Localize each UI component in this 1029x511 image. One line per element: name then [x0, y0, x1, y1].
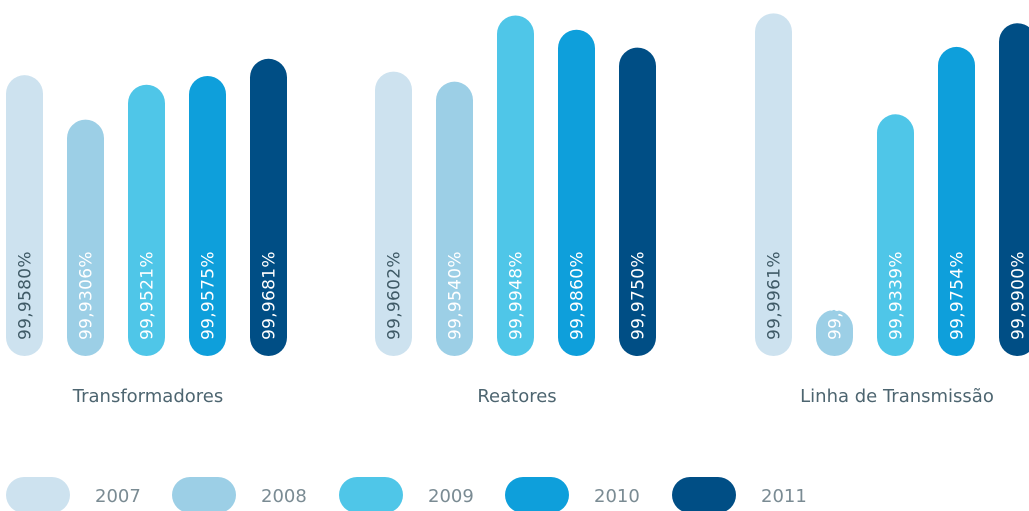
bar-linha-de-transmissao-2010: [938, 46, 975, 356]
bar-reatores-2011: [619, 47, 656, 357]
bar-value-label: 99,9948%: [507, 251, 527, 340]
bar-value-label: 99,9900%: [1009, 251, 1029, 340]
group-label-linha-de-transmissao: Linha de Transmissão: [800, 386, 994, 407]
bar-value-label: 99,9575%: [199, 251, 219, 340]
bar-linha-de-transmissao-2007: [755, 13, 792, 357]
group-label-transformadores: Transformadores: [72, 386, 223, 407]
bar-reatores-2008: [436, 81, 473, 356]
bars-layer: 99,9580% 99,9306% 99,9521% 99,9575% 99,9681%…: [6, 13, 1029, 357]
legend-label-2009: 2009: [428, 486, 474, 507]
bar-transformadores-2009: [128, 84, 165, 356]
bar-value-label: 99,9580%: [16, 251, 36, 340]
bar-reatores-2009: [497, 15, 534, 357]
bar-reatores-2010: [558, 29, 595, 356]
bar-value-label: 99,8134%: [826, 251, 846, 340]
bar-value-label: 99,9754%: [948, 251, 968, 340]
bar-value-label: 99,9750%: [629, 251, 649, 340]
legend-label-2011: 2011: [761, 486, 807, 507]
bar-value-label: 99,9860%: [568, 251, 588, 340]
bar-value-label: 99,9681%: [260, 251, 280, 340]
legend-swatch-2010: [505, 477, 569, 511]
bar-linha-de-transmissao-2009: [877, 114, 914, 356]
bar-value-label: 99,9602%: [385, 251, 405, 340]
legend-swatch-2007: [6, 477, 70, 511]
legend-label-2008: 2008: [261, 486, 307, 507]
legend-swatch-2011: [672, 477, 736, 511]
legend: 2007 2008 2009 2010 2011: [6, 477, 807, 511]
bar-value-label: 99,9339%: [887, 251, 907, 340]
bar-value-label: 99,9521%: [138, 251, 158, 340]
bar-transformadores-2007: [6, 75, 43, 356]
bar-transformadores-2010: [189, 75, 226, 356]
bar-value-label: 99,9540%: [446, 251, 466, 340]
bar-transformadores-2011: [250, 58, 287, 356]
bar-transformadores-2008: [67, 119, 104, 356]
bar-value-label: 99,9961%: [765, 251, 785, 340]
legend-label-2007: 2007: [95, 486, 141, 507]
legend-label-2010: 2010: [594, 486, 640, 507]
legend-swatch-2009: [339, 477, 403, 511]
group-labels-layer: Transformadores Reatores Linha de Transmis…: [72, 386, 994, 407]
legend-swatch-2008: [172, 477, 236, 511]
group-label-reatores: Reatores: [477, 386, 556, 407]
bar-reatores-2007: [375, 71, 412, 356]
bar-value-label: 99,9306%: [77, 251, 97, 340]
bar-linha-de-transmissao-2011: [999, 23, 1029, 356]
bar-linha-de-transmissao-2008: [816, 309, 853, 356]
